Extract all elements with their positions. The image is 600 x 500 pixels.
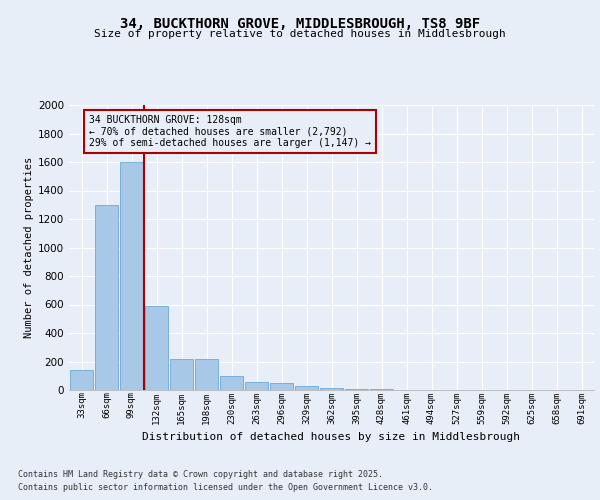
Bar xyxy=(170,358,193,390)
Bar xyxy=(220,376,243,390)
Bar xyxy=(95,205,118,390)
Bar xyxy=(70,370,93,390)
Text: Size of property relative to detached houses in Middlesbrough: Size of property relative to detached ho… xyxy=(94,29,506,39)
Text: Contains public sector information licensed under the Open Government Licence v3: Contains public sector information licen… xyxy=(18,484,433,492)
Text: 34, BUCKTHORN GROVE, MIDDLESBROUGH, TS8 9BF: 34, BUCKTHORN GROVE, MIDDLESBROUGH, TS8 … xyxy=(120,18,480,32)
Text: 34 BUCKTHORN GROVE: 128sqm
← 70% of detached houses are smaller (2,792)
29% of s: 34 BUCKTHORN GROVE: 128sqm ← 70% of deta… xyxy=(89,115,371,148)
Bar xyxy=(295,386,318,390)
Bar xyxy=(245,382,268,390)
Bar xyxy=(145,306,168,390)
Bar xyxy=(345,388,368,390)
X-axis label: Distribution of detached houses by size in Middlesbrough: Distribution of detached houses by size … xyxy=(143,432,521,442)
Bar xyxy=(270,383,293,390)
Bar xyxy=(320,388,343,390)
Bar xyxy=(120,162,143,390)
Bar xyxy=(195,358,218,390)
Y-axis label: Number of detached properties: Number of detached properties xyxy=(24,157,34,338)
Text: Contains HM Land Registry data © Crown copyright and database right 2025.: Contains HM Land Registry data © Crown c… xyxy=(18,470,383,479)
